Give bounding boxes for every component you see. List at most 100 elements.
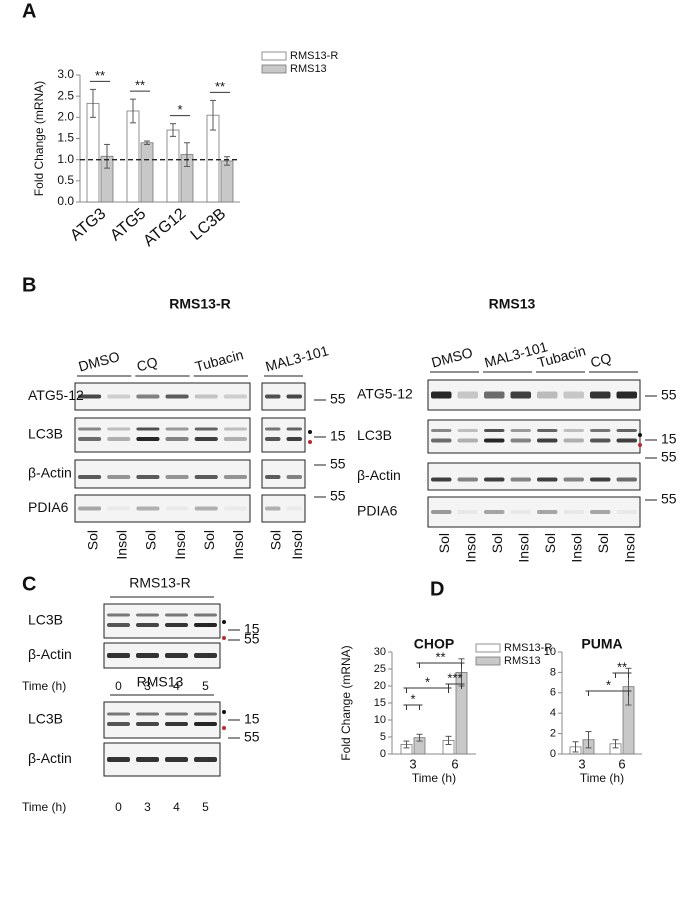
time-label: Time (h): [22, 679, 66, 693]
band: [223, 437, 247, 441]
y-tick-label: 2.0: [57, 110, 74, 124]
x-tick-label: LC3B: [188, 205, 230, 244]
y-tick-label: 30: [374, 646, 386, 658]
band: [286, 475, 302, 479]
y-tick-label: 2: [550, 728, 556, 740]
band: [136, 712, 159, 716]
band: [107, 623, 130, 627]
panel-label: B: [22, 274, 36, 296]
y-axis-label: Fold Change (mRNA): [32, 81, 46, 196]
band: [165, 722, 188, 726]
marker-label: 55: [661, 387, 677, 403]
lane-label: Sol: [595, 533, 611, 553]
legend-swatch: [475, 643, 501, 653]
marker-label: 55: [330, 391, 346, 407]
y-tick-label: 10: [374, 714, 386, 726]
band: [165, 437, 189, 441]
band: [78, 427, 102, 431]
band: [510, 510, 531, 514]
significance-label: *: [425, 674, 430, 689]
blot-title: RMS13: [137, 674, 184, 690]
y-tick-label: 5: [380, 731, 386, 743]
legend-label: RMS13-R: [504, 642, 552, 654]
band: [510, 429, 531, 432]
band: [107, 653, 130, 658]
band: [484, 391, 505, 399]
band: [165, 394, 189, 399]
band-dot: [222, 620, 226, 624]
band: [194, 757, 217, 762]
blot-title: RMS13-R: [129, 575, 190, 591]
band: [590, 391, 611, 399]
band-dot: [222, 636, 226, 640]
marker-label: 55: [244, 631, 260, 647]
band: [78, 394, 102, 399]
band: [457, 477, 478, 482]
lane-label: Insol: [621, 533, 637, 563]
treatment-label: MAL3-101: [264, 342, 331, 374]
panel-label: D: [430, 578, 444, 600]
panel-label: C: [22, 573, 36, 595]
band: [194, 722, 217, 726]
y-tick-label: 0: [550, 748, 556, 760]
band: [616, 510, 637, 514]
band: [107, 722, 130, 726]
blot-panel: [261, 494, 306, 523]
significance-label: **: [95, 68, 105, 83]
legend-label: RMS13-R: [290, 50, 338, 62]
band: [590, 429, 611, 432]
band-dot: [222, 726, 226, 730]
band: [537, 429, 558, 432]
band: [107, 712, 130, 716]
band: [194, 475, 218, 479]
band: [223, 427, 247, 431]
time-value: 4: [173, 679, 180, 693]
band: [165, 712, 188, 716]
treatment-label: CQ: [589, 350, 614, 371]
band: [107, 757, 130, 762]
band: [590, 510, 611, 514]
band: [194, 653, 217, 658]
blot-panel: [427, 496, 641, 528]
y-tick-label: 10: [544, 646, 556, 658]
bar: [140, 142, 154, 203]
band: [616, 477, 637, 482]
lane-label: Sol: [267, 530, 283, 550]
row-label: LC3B: [28, 711, 63, 727]
band: [590, 477, 611, 482]
time-value: 0: [115, 800, 122, 814]
band-dot: [638, 443, 642, 447]
treatment-label: DMSO: [430, 344, 475, 370]
time-value: 5: [202, 800, 209, 814]
band: [107, 437, 131, 441]
chart-title: PUMA: [581, 636, 622, 652]
band: [223, 506, 247, 511]
band: [537, 510, 558, 514]
band: [194, 623, 217, 627]
y-tick-label: 15: [374, 697, 386, 709]
band: [136, 722, 159, 726]
legend-swatch: [261, 51, 287, 61]
row-label: LC3B: [357, 427, 392, 443]
marker-label: 55: [661, 449, 677, 465]
lane-label: Insol: [515, 533, 531, 563]
blot-panel: [261, 459, 306, 489]
time-value: 3: [144, 800, 151, 814]
row-label: LC3B: [28, 612, 63, 628]
band: [563, 391, 584, 399]
legend-label: RMS13: [290, 63, 327, 75]
band: [265, 437, 281, 441]
band: [286, 394, 302, 399]
marker-label: 15: [661, 431, 677, 447]
marker-label: 15: [244, 621, 260, 637]
y-tick-label: 2.5: [57, 88, 74, 102]
lane-label: Insol: [230, 530, 246, 560]
x-axis-label: Time (h): [580, 771, 624, 785]
x-axis-label: Time (h): [412, 771, 456, 785]
y-tick-label: 1.5: [57, 131, 74, 145]
marker-label: 55: [661, 491, 677, 507]
band: [457, 391, 478, 399]
band-dot: [638, 433, 642, 437]
band: [107, 427, 131, 431]
panel-label: A: [22, 0, 36, 22]
